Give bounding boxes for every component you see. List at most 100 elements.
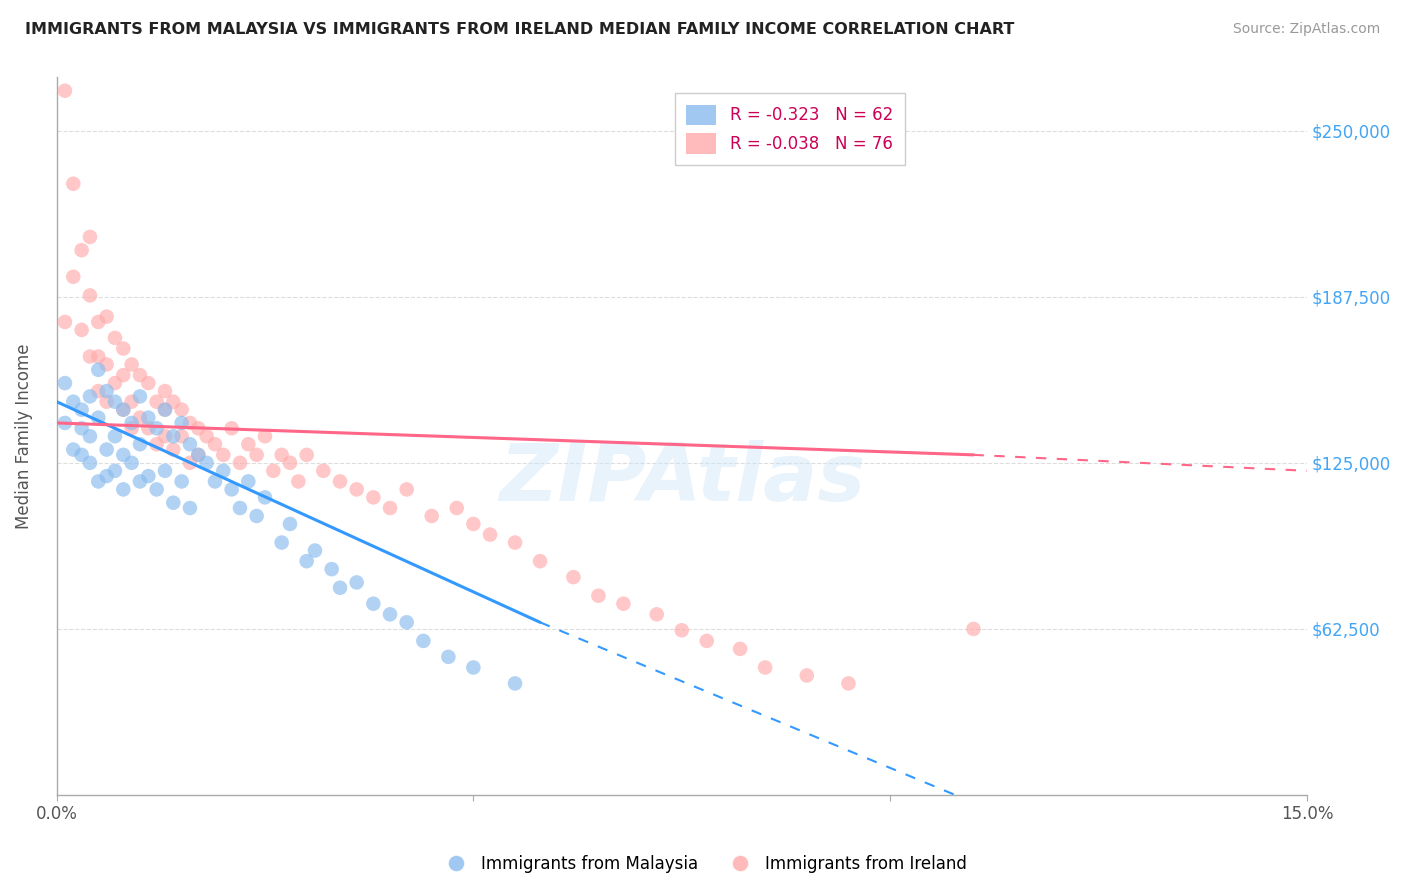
Point (170, 475, 193, 489)
Point (104, 331, 127, 345)
Point (104, 464, 127, 478)
Point (204, 475, 226, 489)
Point (104, 376, 127, 390)
Point (96, 442, 118, 457)
Point (136, 410, 159, 425)
Point (112, 402, 135, 417)
Point (145, 394, 167, 409)
Point (87, 315, 110, 329)
Point (104, 429, 127, 443)
Point (79, 389, 101, 403)
Point (346, 483, 368, 497)
Point (270, 448, 292, 462)
Point (395, 483, 418, 497)
Point (221, 483, 243, 497)
Point (112, 402, 135, 417)
Point (145, 421, 167, 435)
Point (612, 597, 634, 611)
Point (278, 456, 301, 470)
Point (70, 421, 93, 435)
Point (962, 622, 984, 636)
Point (238, 437, 260, 451)
Point (162, 442, 184, 457)
Point (53, 376, 76, 390)
Point (187, 448, 209, 462)
Y-axis label: Median Family Income: Median Family Income (15, 343, 32, 529)
Point (153, 464, 176, 478)
Point (96, 310, 118, 324)
Point (87, 363, 110, 377)
Point (179, 501, 201, 516)
Point (395, 615, 418, 630)
Point (87, 410, 110, 425)
Point (696, 634, 718, 648)
Point (79, 429, 101, 443)
Point (112, 448, 135, 462)
Point (96, 469, 118, 483)
Point (170, 429, 193, 443)
Point (153, 402, 176, 417)
Point (329, 475, 352, 489)
Point (204, 437, 226, 451)
Point (346, 575, 368, 590)
Point (529, 554, 551, 568)
Point (170, 402, 193, 417)
Point (136, 469, 159, 483)
Point (53, 416, 76, 430)
Point (363, 597, 385, 611)
Point (70, 243, 93, 257)
Point (187, 448, 209, 462)
Point (378, 607, 401, 622)
Point (446, 501, 468, 516)
Point (238, 475, 260, 489)
Point (645, 607, 668, 622)
Point (96, 394, 118, 409)
Point (262, 464, 284, 478)
Point (62, 177, 84, 191)
Point (145, 483, 167, 497)
Point (479, 527, 502, 541)
Point (229, 456, 252, 470)
Point (96, 384, 118, 398)
Point (145, 437, 167, 451)
Legend: Immigrants from Malaysia, Immigrants from Ireland: Immigrants from Malaysia, Immigrants fro… (433, 848, 973, 880)
Point (79, 230, 101, 244)
Point (671, 624, 693, 638)
Text: ZIPAtlas: ZIPAtlas (499, 441, 865, 518)
Point (153, 384, 176, 398)
Point (195, 429, 218, 443)
Point (79, 288, 101, 302)
Point (129, 389, 152, 403)
Point (121, 456, 143, 470)
Point (503, 535, 526, 549)
Point (136, 376, 159, 390)
Point (153, 402, 176, 417)
Text: IMMIGRANTS FROM MALAYSIA VS IMMIGRANTS FROM IRELAND MEDIAN FAMILY INCOME CORRELA: IMMIGRANTS FROM MALAYSIA VS IMMIGRANTS F… (25, 22, 1015, 37)
Point (121, 394, 143, 409)
Point (129, 368, 152, 383)
Point (104, 394, 127, 409)
Point (70, 448, 93, 462)
Point (62, 269, 84, 284)
Point (246, 508, 269, 523)
Point (121, 358, 143, 372)
Point (329, 581, 352, 595)
Point (295, 448, 318, 462)
Point (179, 416, 201, 430)
Point (278, 516, 301, 531)
Point (312, 464, 335, 478)
Point (162, 496, 184, 510)
Text: Source: ZipAtlas.com: Source: ZipAtlas.com (1233, 22, 1381, 37)
Point (728, 641, 751, 656)
Point (129, 410, 152, 425)
Point (221, 421, 243, 435)
Point (420, 508, 443, 523)
Point (837, 676, 859, 690)
Point (754, 660, 776, 674)
Point (87, 475, 110, 489)
Point (378, 501, 401, 516)
Point (79, 456, 101, 470)
Legend: R = -0.323   N = 62, R = -0.038   N = 76: R = -0.323 N = 62, R = -0.038 N = 76 (675, 93, 904, 165)
Point (112, 342, 135, 356)
Point (437, 649, 460, 664)
